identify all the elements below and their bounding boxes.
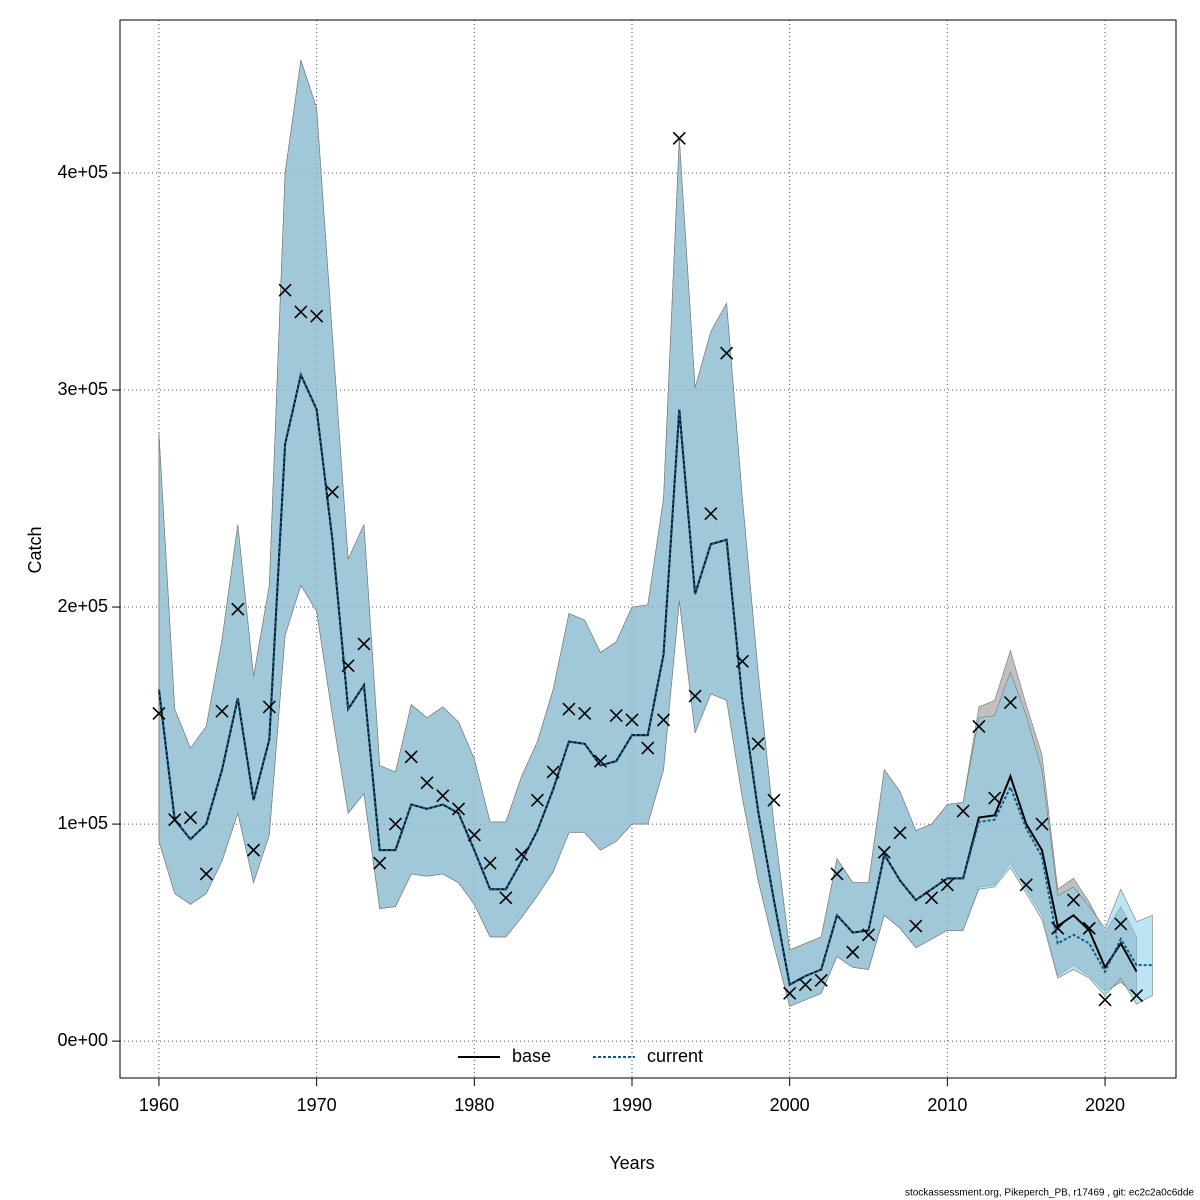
y-tick-label: 3e+05 <box>57 379 108 399</box>
x-tick-label: 1990 <box>612 1095 652 1115</box>
observed-point <box>877 845 891 859</box>
observed-point <box>278 283 292 297</box>
observed-point <box>373 856 387 870</box>
observed-point <box>593 754 608 768</box>
observed-point <box>467 828 481 842</box>
observed-point <box>546 765 560 779</box>
observed-point <box>656 713 671 727</box>
x-tick-label: 2020 <box>1085 1095 1125 1115</box>
observed-point <box>1082 921 1096 935</box>
observed-point <box>168 813 182 827</box>
observed-point <box>625 713 639 727</box>
y-tick-label: 2e+05 <box>57 596 108 616</box>
observed-point <box>1130 988 1144 1003</box>
legend-label: base <box>512 1046 551 1066</box>
x-axis-label: Years <box>609 1153 654 1173</box>
observed-point <box>420 776 434 790</box>
y-tick-label: 4e+05 <box>57 162 108 182</box>
observed-point <box>231 602 245 616</box>
x-tick-label: 2010 <box>927 1095 967 1115</box>
x-tick-label: 1970 <box>297 1095 337 1115</box>
observed-point <box>720 346 734 360</box>
observed-point <box>499 891 513 905</box>
observed-point <box>1066 893 1081 907</box>
observed-point <box>357 637 371 651</box>
observed-point <box>515 847 529 862</box>
observed-point <box>215 704 229 718</box>
observed-point <box>530 793 544 807</box>
observed-point <box>341 659 355 673</box>
observed-point <box>1035 817 1049 831</box>
observed-point <box>688 689 702 703</box>
observed-point <box>578 706 592 720</box>
legend-label: current <box>647 1046 703 1066</box>
observed-point <box>751 737 765 751</box>
observed-point <box>436 789 450 803</box>
observed-point <box>262 700 276 714</box>
observed-point <box>1098 993 1112 1007</box>
observed-point <box>940 878 954 892</box>
observed-point <box>972 719 986 733</box>
observed-point <box>988 791 1002 805</box>
confidence-band <box>158 60 1153 1007</box>
observed-point <box>325 485 339 499</box>
y-tick-label: 0e+00 <box>57 1030 108 1050</box>
observed-point <box>909 919 923 933</box>
observed-point <box>861 928 876 942</box>
observed-point <box>956 804 970 818</box>
y-axis-label: Catch <box>25 526 45 573</box>
observed-point <box>798 978 813 992</box>
observed-point <box>483 856 497 870</box>
observed-point <box>893 826 907 840</box>
observed-point <box>562 702 576 716</box>
observed-point <box>609 709 623 723</box>
observed-point <box>925 891 939 905</box>
observed-point <box>704 507 718 521</box>
observed-point <box>830 867 844 881</box>
observed-point <box>1003 695 1017 710</box>
observed-point <box>310 309 324 323</box>
observed-point <box>814 973 828 987</box>
observed-point <box>246 843 261 857</box>
x-tick-label: 1980 <box>454 1095 494 1115</box>
observed-point <box>388 817 403 831</box>
observed-point <box>641 741 655 755</box>
footnote: stockassessment.org, Pikeperch_PB, r1746… <box>905 1188 1194 1199</box>
observed-point <box>735 654 749 668</box>
x-tick-label: 1960 <box>139 1095 179 1115</box>
y-tick-label: 1e+05 <box>57 813 108 833</box>
x-tick-label: 2000 <box>770 1095 810 1115</box>
observed-point <box>846 945 860 959</box>
observed-point <box>1114 917 1128 931</box>
observed-point <box>767 793 781 807</box>
plot-frame <box>119 19 1177 1079</box>
observed-point <box>404 750 418 764</box>
observed-point <box>451 802 466 816</box>
observed-point <box>783 986 797 1000</box>
observed-point <box>183 811 198 825</box>
observed-point <box>152 706 166 720</box>
observed-point <box>1019 878 1033 892</box>
observed-point <box>199 867 213 881</box>
observed-point <box>1051 921 1065 935</box>
observed-point <box>294 305 308 319</box>
observed-point <box>672 131 686 145</box>
